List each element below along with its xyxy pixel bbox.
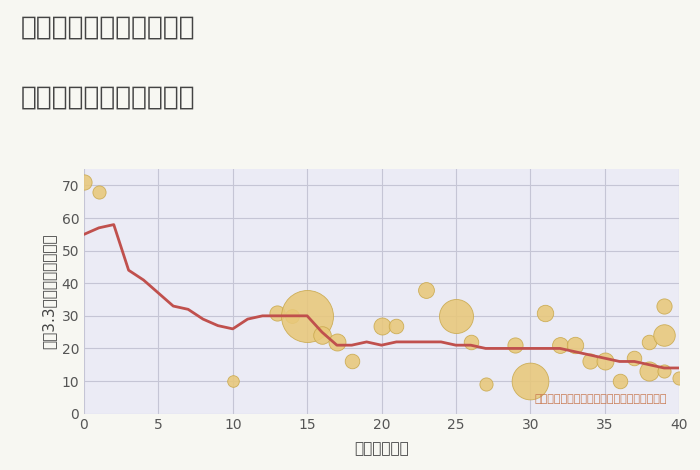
Point (391, 322, 402, 329)
Point (346, 358, 357, 365)
Point (599, 358, 610, 365)
Point (93, 188, 104, 196)
Point (644, 368, 655, 375)
Point (554, 341, 566, 349)
X-axis label: 築年数（年）: 築年数（年） (354, 441, 409, 456)
Point (78, 179, 90, 186)
Point (316, 332, 328, 339)
Point (227, 377, 238, 385)
Point (525, 377, 536, 385)
Text: 築年数別中古戸建て価格: 築年数別中古戸建て価格 (21, 85, 195, 110)
Point (510, 341, 521, 349)
Point (287, 312, 298, 320)
Point (673, 374, 685, 382)
Point (584, 358, 595, 365)
Text: 兵庫県豊岡市出石町柳の: 兵庫県豊岡市出石町柳の (21, 14, 195, 40)
Point (659, 368, 670, 375)
Point (480, 381, 491, 388)
Point (450, 312, 461, 320)
Point (629, 354, 640, 362)
Point (272, 309, 283, 316)
Point (421, 286, 432, 294)
Y-axis label: 坪（3.3㎡）単価（万円）: 坪（3.3㎡）単価（万円） (41, 234, 56, 349)
Point (376, 322, 387, 329)
Point (659, 332, 670, 339)
Point (659, 302, 670, 310)
Point (614, 377, 625, 385)
Point (644, 338, 655, 345)
Point (465, 338, 476, 345)
Point (331, 338, 342, 345)
Point (540, 309, 551, 316)
Text: 円の大きさは、取引のあった物件面積を示す: 円の大きさは、取引のあった物件面積を示す (535, 394, 667, 404)
Point (302, 312, 313, 320)
Point (569, 341, 580, 349)
